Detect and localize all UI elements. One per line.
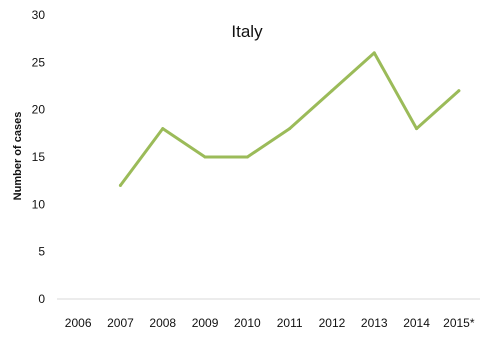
x-tick-label: 2015*	[443, 316, 475, 330]
data-point	[161, 127, 165, 131]
x-tick-label: 2012	[319, 316, 346, 330]
x-tick-label: 2008	[149, 316, 176, 330]
x-tick-label: 2007	[107, 316, 134, 330]
data-point	[245, 155, 249, 159]
data-point	[288, 127, 292, 131]
data-point	[118, 183, 122, 187]
x-tick-label: 2009	[192, 316, 219, 330]
x-tick-label: 2006	[65, 316, 92, 330]
x-tick-label: 2011	[277, 316, 303, 330]
data-point	[415, 127, 419, 131]
y-tick-label: 5	[38, 245, 45, 259]
x-tick-label: 2014	[403, 316, 430, 330]
y-tick-label: 20	[32, 103, 46, 117]
y-tick-label: 25	[32, 55, 46, 69]
chart-title: Italy	[231, 22, 263, 41]
y-axis-ticks: 0 5 10 15 20 25 30	[32, 8, 46, 306]
y-tick-label: 10	[32, 197, 46, 211]
data-point	[330, 89, 334, 93]
y-axis-label: Number of cases	[12, 112, 24, 201]
x-axis-ticks: 2006 2007 2008 2009 2010 2011 2012 2013 2014 2015…	[65, 316, 475, 330]
y-tick-label: 30	[32, 8, 46, 22]
series-line	[118, 51, 461, 187]
series-group	[118, 51, 461, 187]
x-tick-label: 2010	[234, 316, 261, 330]
y-tick-label: 0	[38, 292, 45, 306]
y-tick-label: 15	[32, 150, 46, 164]
data-point	[203, 155, 207, 159]
data-point	[372, 51, 376, 55]
data-point	[457, 89, 461, 93]
x-tick-label: 2013	[361, 316, 388, 330]
